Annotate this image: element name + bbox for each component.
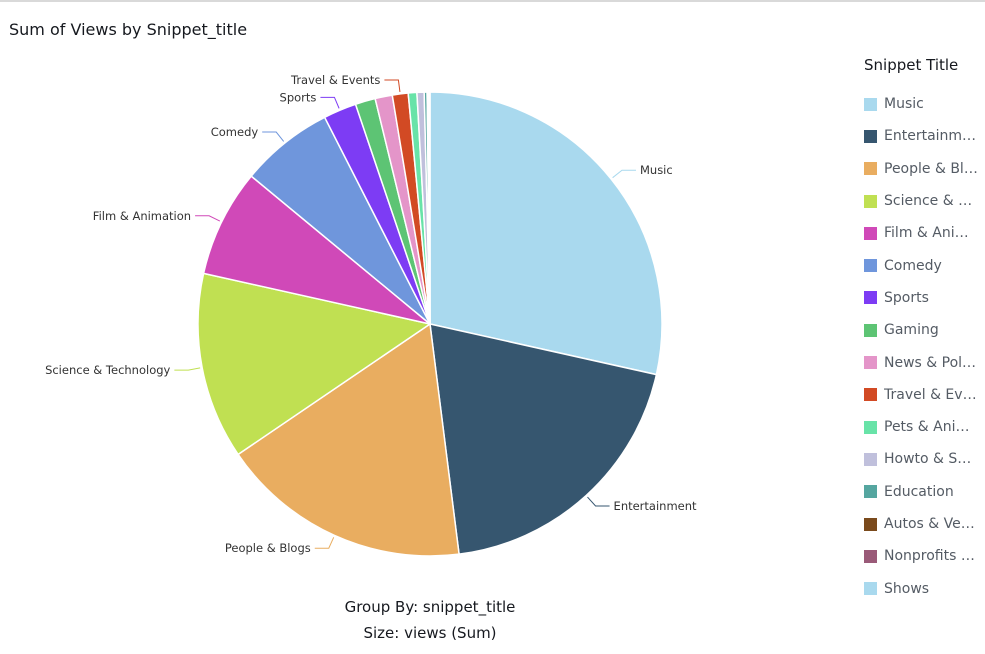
legend-label: Nonprofits … — [884, 548, 975, 565]
legend-swatch — [864, 97, 877, 111]
leader-line-film-animation — [195, 215, 221, 222]
slice-label-film-animation: Film & Animation — [93, 209, 191, 223]
pie-slice-music[interactable] — [429, 91, 663, 376]
slice-leader-lines — [174, 79, 636, 549]
legend-item-comedy[interactable]: Comedy — [864, 249, 985, 281]
legend-swatch — [864, 323, 877, 337]
legend-swatch — [864, 291, 877, 305]
legend-item-nonprofits-activism[interactable]: Nonprofits … — [864, 540, 985, 572]
legend-item-music[interactable]: Music — [864, 88, 985, 120]
legend-item-film-animation[interactable]: Film & Ani… — [864, 217, 985, 249]
legend-items: Music Entertainm… People & Bl… Science & T…… — [864, 88, 985, 605]
legend-item-entertainment[interactable]: Entertainm… — [864, 120, 985, 152]
legend: Snippet Title Music Entertainm… People & B… — [864, 56, 985, 605]
legend-label: Music — [884, 96, 924, 113]
legend-item-autos-vehicles[interactable]: Autos & Ve… — [864, 508, 985, 540]
legend-swatch — [864, 226, 877, 240]
leader-line-sports — [320, 96, 340, 109]
legend-item-science-technology[interactable]: Science & T… — [864, 185, 985, 217]
slice-label-science-technology: Science & Technology — [45, 363, 170, 377]
legend-label: Autos & Ve… — [884, 516, 975, 532]
slice-label-comedy: Comedy — [211, 125, 259, 139]
slice-label-music: Music — [640, 163, 673, 177]
legend-swatch — [864, 485, 877, 499]
leader-line-science-technology — [174, 367, 201, 371]
legend-item-education[interactable]: Education — [864, 476, 985, 508]
legend-label: Howto & S… — [884, 451, 972, 468]
slice-labels: Music Entertainment People & Blogs Science … — [45, 73, 697, 555]
legend-swatch — [864, 194, 877, 208]
legend-swatch — [864, 259, 877, 273]
pie-slice-people-blogs[interactable] — [237, 322, 460, 557]
leader-line-music — [612, 169, 636, 179]
chart-title: Sum of Views by Snippet_title — [9, 20, 248, 39]
slice-label-travel-events: Travel & Events — [290, 73, 380, 87]
top-divider — [0, 0, 985, 2]
slice-label-sports: Sports — [280, 90, 317, 104]
legend-swatch — [864, 356, 877, 370]
legend-item-people-blogs[interactable]: People & Bl… — [864, 153, 985, 185]
legend-swatch — [864, 549, 877, 563]
legend-title: Snippet Title — [864, 56, 959, 74]
legend-swatch — [864, 517, 877, 531]
pie-slice-film-animation[interactable] — [202, 175, 431, 325]
pie-slice-science-technology[interactable] — [197, 272, 432, 456]
group-by-caption: Group By: snippet_title — [344, 598, 516, 616]
legend-label: News & Pol… — [884, 354, 977, 371]
legend-item-sports[interactable]: Sports — [864, 282, 985, 314]
leader-line-travel-events — [384, 79, 401, 93]
legend-label: Science & T… — [884, 193, 980, 210]
legend-swatch — [864, 582, 877, 596]
legend-item-pets-animals[interactable]: Pets & Ani… — [864, 411, 985, 443]
slice-label-entertainment: Entertainment — [614, 499, 697, 513]
size-caption: Size: views (Sum) — [363, 624, 497, 642]
pie-slices — [197, 91, 663, 557]
legend-label: Entertainm… — [884, 128, 977, 145]
legend-label: Shows — [884, 580, 930, 597]
legend-swatch — [864, 452, 877, 466]
legend-label: Gaming — [884, 322, 939, 339]
legend-swatch — [864, 420, 877, 434]
legend-swatch — [864, 388, 877, 402]
legend-item-travel-events[interactable]: Travel & Ev… — [864, 379, 985, 411]
pie-slice-entertainment[interactable] — [429, 323, 658, 556]
leader-line-people-blogs — [314, 537, 335, 549]
leader-line-entertainment — [587, 496, 610, 507]
legend-label: Film & Ani… — [884, 225, 969, 242]
leader-line-comedy — [262, 131, 285, 142]
legend-item-howto-style[interactable]: Howto & S… — [864, 443, 985, 475]
legend-swatch — [864, 162, 877, 176]
slice-label-people-blogs: People & Blogs — [225, 541, 311, 555]
pie-slice-shows[interactable] — [428, 91, 431, 325]
legend-swatch — [864, 129, 877, 143]
legend-item-news-politics[interactable]: News & Pol… — [864, 346, 985, 378]
legend-label: Education — [884, 483, 954, 500]
legend-item-gaming[interactable]: Gaming — [864, 314, 985, 346]
legend-label: Pets & Ani… — [884, 419, 970, 436]
legend-label: People & Bl… — [884, 160, 978, 177]
legend-label: Comedy — [884, 257, 942, 274]
legend-label: Travel & Ev… — [884, 386, 977, 403]
legend-item-shows[interactable]: Shows — [864, 572, 985, 604]
legend-label: Sports — [884, 289, 929, 306]
